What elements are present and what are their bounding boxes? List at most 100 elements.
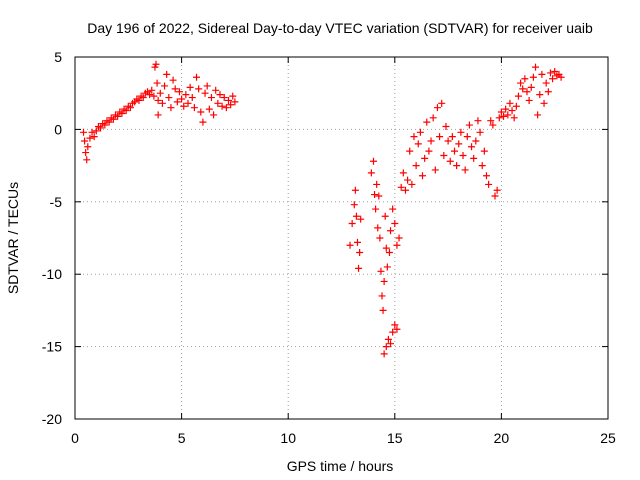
data-point: [453, 162, 461, 170]
x-tick-label: 0: [71, 430, 79, 446]
data-point: [465, 121, 473, 129]
data-point: [482, 172, 490, 180]
x-tick-label: 25: [600, 430, 616, 446]
data-point: [216, 91, 224, 99]
data-point: [401, 186, 409, 194]
data-point: [416, 128, 424, 136]
data-point: [139, 94, 147, 102]
data-point: [461, 166, 469, 174]
data-point: [474, 117, 482, 125]
data-point: [493, 186, 501, 194]
chart-title: Day 196 of 2022, Sidereal Day-to-day VTE…: [87, 20, 593, 36]
data-point: [122, 107, 130, 115]
data-point: [126, 104, 134, 112]
data-point: [551, 67, 559, 75]
data-point: [540, 99, 548, 107]
data-point: [425, 147, 433, 155]
data-point: [510, 114, 518, 122]
data-point: [538, 70, 546, 78]
data-point: [153, 79, 161, 87]
data-point: [444, 137, 452, 145]
data-point: [410, 133, 418, 141]
data-point: [429, 114, 437, 122]
data-point: [357, 215, 365, 223]
y-tick-label: -10: [42, 266, 62, 282]
data-point: [373, 180, 381, 188]
data-point: [389, 205, 397, 213]
data-point: [476, 128, 484, 136]
data-point: [231, 98, 239, 106]
axis-ticks: [74, 56, 609, 420]
y-tick-label: 5: [54, 49, 62, 65]
data-point: [391, 321, 399, 329]
grid-lines: [75, 57, 608, 419]
data-point: [161, 82, 169, 90]
data-point: [353, 238, 361, 246]
data-point: [446, 157, 454, 165]
data-point: [188, 94, 196, 102]
data-point: [169, 76, 177, 84]
data-point: [489, 121, 497, 129]
y-tick-label: -20: [42, 411, 62, 427]
data-point: [382, 343, 390, 351]
data-point: [178, 95, 186, 103]
data-point: [393, 241, 401, 249]
data-point: [218, 102, 226, 110]
x-tick-label: 10: [280, 430, 296, 446]
data-point: [348, 220, 356, 228]
data-point: [210, 111, 218, 119]
data-point: [468, 143, 476, 151]
data-point: [163, 70, 171, 78]
data-point: [197, 108, 205, 116]
data-point: [395, 234, 403, 242]
data-point: [82, 149, 90, 157]
y-tick-label: 0: [54, 121, 62, 137]
data-point: [382, 244, 390, 252]
data-point: [173, 98, 181, 106]
data-point: [195, 85, 203, 93]
data-point: [412, 162, 420, 170]
data-point: [497, 108, 505, 116]
data-point: [199, 118, 207, 126]
data-point: [92, 127, 100, 135]
data-point: [351, 186, 359, 194]
data-point: [408, 180, 416, 188]
data-point: [385, 248, 393, 256]
data-point: [391, 220, 399, 228]
data-point: [372, 205, 380, 213]
data-point: [114, 112, 122, 120]
data-point: [212, 86, 220, 94]
data-point: [512, 102, 520, 110]
data-point: [380, 277, 388, 285]
data-point: [167, 104, 175, 112]
data-point: [504, 111, 512, 119]
data-point: [229, 92, 237, 100]
data-point: [148, 86, 156, 94]
data-point: [419, 172, 427, 180]
data-point: [557, 73, 565, 81]
data-point: [414, 140, 422, 148]
data-point: [346, 241, 354, 249]
data-point: [203, 82, 211, 90]
data-point: [485, 180, 493, 188]
data-point: [227, 101, 235, 109]
data-point: [517, 79, 525, 87]
data-point: [421, 154, 429, 162]
data-point: [374, 224, 382, 232]
data-point: [375, 192, 383, 200]
data-point: [182, 91, 190, 99]
data-point: [442, 123, 450, 131]
data-point: [180, 102, 188, 110]
data-point: [536, 91, 544, 99]
data-point: [101, 121, 109, 129]
data-point: [523, 88, 531, 96]
y-tick-label: -5: [50, 194, 63, 210]
data-point: [222, 104, 230, 112]
data-point: [438, 99, 446, 107]
data-point: [355, 264, 363, 272]
data-point: [154, 111, 162, 119]
data-point: [393, 325, 401, 333]
data-point: [514, 92, 522, 100]
data-point: [379, 306, 387, 314]
